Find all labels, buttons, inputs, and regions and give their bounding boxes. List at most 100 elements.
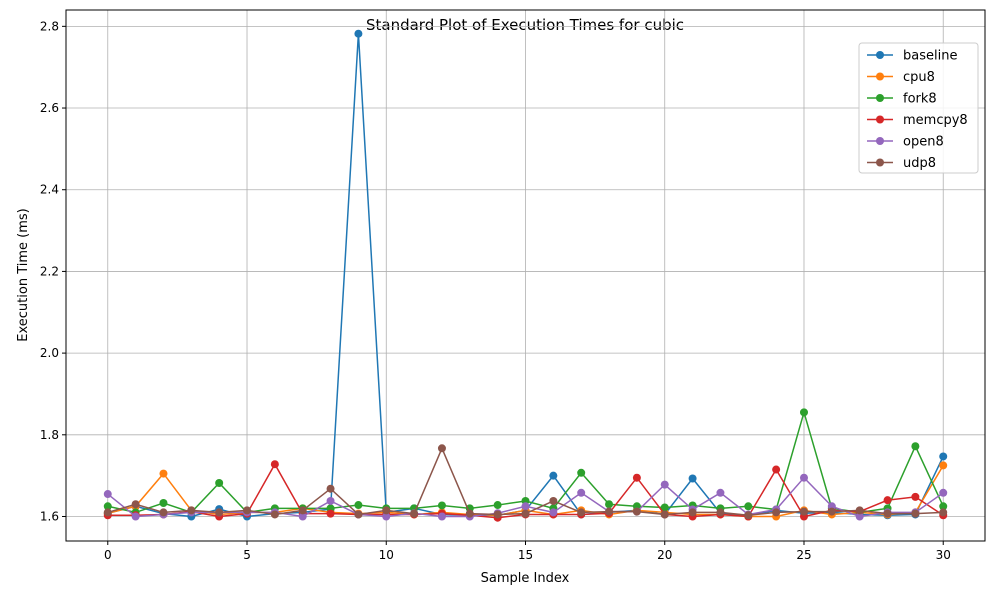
data-point-udp8 bbox=[855, 506, 864, 515]
legend-swatch-marker bbox=[876, 115, 884, 124]
data-point-fork8 bbox=[215, 478, 224, 487]
legend-swatch-marker bbox=[876, 51, 884, 59]
x-tick-label: 10 bbox=[379, 548, 394, 562]
y-axis-title: Execution Time (ms) bbox=[16, 208, 31, 341]
data-point-udp8 bbox=[939, 508, 948, 517]
data-point-udp8 bbox=[270, 510, 279, 519]
data-point-udp8 bbox=[911, 509, 920, 518]
y-tick-label: 2.2 bbox=[40, 264, 59, 278]
legend-label: udp8 bbox=[903, 156, 936, 171]
grid bbox=[66, 10, 985, 541]
y-tick-label: 1.8 bbox=[40, 428, 59, 442]
axis-ticks: 0 5 10 15 20 25 30 1.6 1.8 2.0 2.2 2.4 2.6 2.8 bbox=[40, 19, 951, 562]
legend-item-fork8: fork8 bbox=[867, 92, 937, 107]
data-point-udp8 bbox=[688, 508, 697, 517]
data-point-udp8 bbox=[326, 484, 335, 493]
legend-swatch-marker bbox=[876, 158, 884, 167]
data-point-udp8 bbox=[716, 508, 725, 517]
data-point-open8 bbox=[131, 512, 140, 521]
data-point-udp8 bbox=[772, 508, 781, 517]
data-point-fork8 bbox=[437, 501, 446, 510]
data-point-open8 bbox=[521, 502, 530, 511]
x-tick-label: 30 bbox=[936, 548, 951, 562]
data-point-udp8 bbox=[103, 508, 112, 517]
data-point-cpu8 bbox=[939, 461, 948, 470]
data-point-udp8 bbox=[827, 507, 836, 516]
legend-item-open8: open8 bbox=[867, 135, 944, 150]
data-point-open8 bbox=[437, 512, 446, 521]
data-point-udp8 bbox=[354, 510, 363, 519]
data-point-baseline bbox=[688, 474, 697, 483]
data-point-udp8 bbox=[883, 509, 892, 518]
legend-item-memcpy8: memcpy8 bbox=[867, 113, 968, 128]
legend-label: baseline bbox=[903, 49, 957, 64]
y-tick-label: 2.6 bbox=[40, 101, 59, 115]
data-point-fork8 bbox=[939, 502, 948, 511]
data-point-baseline bbox=[549, 471, 558, 480]
data-point-fork8 bbox=[354, 501, 363, 510]
data-point-open8 bbox=[716, 488, 725, 497]
data-point-open8 bbox=[382, 512, 391, 521]
y-tick-label: 2.0 bbox=[40, 346, 59, 360]
legend-swatch-marker bbox=[876, 137, 884, 145]
data-point-open8 bbox=[577, 488, 586, 497]
data-point-udp8 bbox=[437, 444, 446, 453]
y-tick-label: 2.4 bbox=[40, 183, 59, 197]
data-point-baseline bbox=[354, 29, 363, 38]
y-tick-label: 1.6 bbox=[40, 509, 59, 523]
legend-item-cpu8: cpu8 bbox=[867, 70, 935, 85]
data-point-memcpy8 bbox=[270, 460, 279, 469]
data-point-cpu8 bbox=[159, 469, 168, 478]
data-point-udp8 bbox=[577, 508, 586, 517]
data-point-open8 bbox=[298, 512, 307, 521]
legend-item-baseline: baseline bbox=[867, 49, 957, 64]
data-point-fork8 bbox=[159, 499, 168, 508]
data-point-udp8 bbox=[493, 510, 502, 519]
data-point-memcpy8 bbox=[883, 496, 892, 505]
data-point-udp8 bbox=[298, 506, 307, 515]
data-point-udp8 bbox=[187, 506, 196, 515]
legend-label: memcpy8 bbox=[903, 113, 968, 128]
x-tick-label: 15 bbox=[518, 548, 533, 562]
data-point-open8 bbox=[660, 480, 669, 489]
data-point-udp8 bbox=[159, 508, 168, 517]
data-point-fork8 bbox=[744, 502, 753, 511]
data-point-open8 bbox=[549, 508, 558, 517]
data-point-fork8 bbox=[577, 468, 586, 477]
data-point-memcpy8 bbox=[632, 473, 641, 482]
data-point-fork8 bbox=[799, 408, 808, 417]
data-point-udp8 bbox=[744, 511, 753, 520]
data-point-open8 bbox=[855, 512, 864, 521]
x-tick-label: 0 bbox=[104, 548, 112, 562]
data-point-open8 bbox=[939, 488, 948, 497]
legend-item-udp8: udp8 bbox=[867, 156, 936, 171]
legend: baseline cpu8 fork8 memcpy8 open8 udp8 bbox=[858, 42, 979, 174]
data-point-udp8 bbox=[660, 510, 669, 519]
data-point-udp8 bbox=[382, 506, 391, 515]
data-point-fork8 bbox=[103, 502, 112, 511]
data-point-open8 bbox=[799, 473, 808, 482]
x-tick-label: 25 bbox=[796, 548, 811, 562]
data-point-fork8 bbox=[605, 500, 614, 509]
data-point-udp8 bbox=[465, 509, 474, 518]
data-point-baseline bbox=[939, 452, 948, 461]
data-point-fork8 bbox=[493, 501, 502, 510]
data-point-udp8 bbox=[131, 500, 140, 509]
series-udp8 bbox=[103, 444, 948, 520]
chart-title: Standard Plot of Execution Times for cub… bbox=[366, 16, 684, 34]
x-tick-label: 5 bbox=[243, 548, 251, 562]
data-point-fork8 bbox=[911, 442, 920, 451]
data-point-memcpy8 bbox=[326, 509, 335, 518]
data-point-memcpy8 bbox=[772, 465, 781, 474]
x-axis-title: Sample Index bbox=[481, 571, 570, 586]
data-point-udp8 bbox=[243, 506, 252, 515]
data-point-udp8 bbox=[410, 509, 419, 518]
legend-label: fork8 bbox=[903, 92, 937, 107]
x-tick-label: 20 bbox=[657, 548, 672, 562]
data-point-udp8 bbox=[521, 509, 530, 518]
data-point-memcpy8 bbox=[911, 492, 920, 501]
data-point-open8 bbox=[103, 490, 112, 499]
y-tick-label: 2.8 bbox=[40, 19, 59, 33]
legend-label: open8 bbox=[903, 135, 944, 150]
